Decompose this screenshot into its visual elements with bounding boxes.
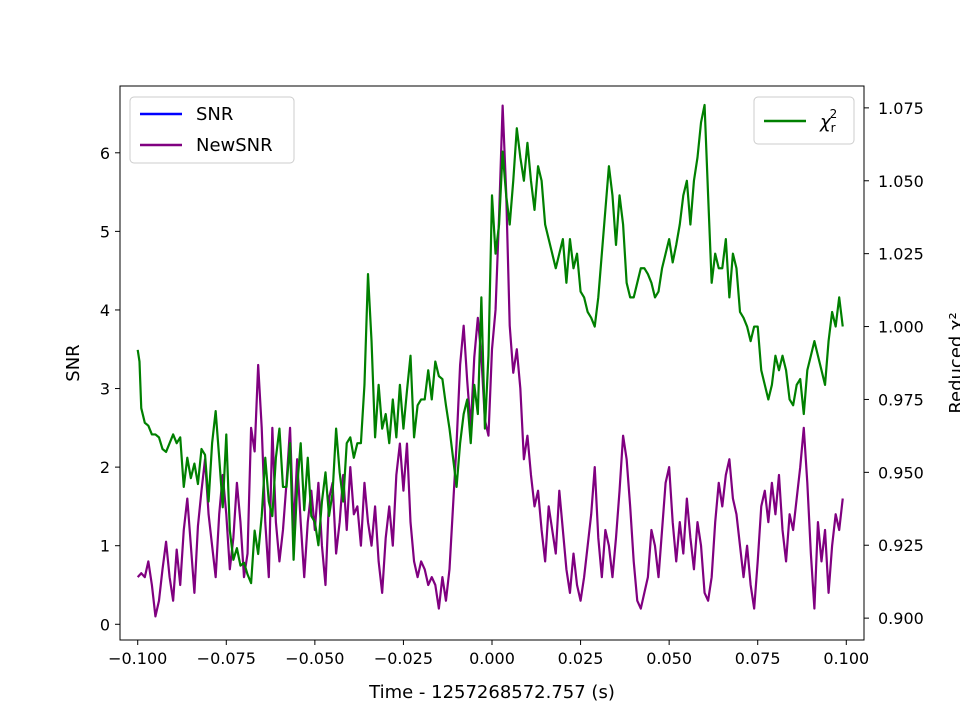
y-right-tick-label: 1.000 (878, 318, 924, 337)
legend-chi2-sup: 2 (830, 107, 838, 121)
legend-chi2-sub: r (831, 121, 836, 135)
series-line-newsnr (136, 104, 844, 618)
legend-newsnr-label: NewSNR (196, 135, 273, 156)
y-left-axis-label: SNR (63, 344, 84, 381)
y-left-tick-label: 6 (100, 144, 110, 163)
y-right-tick-label: 0.900 (878, 609, 924, 628)
x-tick-label: 0.100 (823, 649, 869, 668)
y-right-axis-label: Reduced χ² (946, 312, 960, 413)
y-right-axis-ticks: 0.900 0.925 0.950 0.975 1.000 1.025 1.050 1.075 (864, 99, 924, 628)
y-right-tick-label: 1.025 (878, 245, 924, 264)
series-layer (136, 103, 844, 618)
legend-snr-label: SNR (196, 104, 233, 125)
x-tick-label: −0.075 (197, 649, 256, 668)
y-right-tick-label: 0.950 (878, 463, 924, 482)
y-left-axis-ticks: 0 1 2 3 4 5 6 (100, 144, 120, 634)
y-right-tick-label: 1.050 (878, 172, 924, 191)
x-tick-label: 0.075 (735, 649, 781, 668)
y-left-tick-label: 1 (100, 537, 110, 556)
x-axis-label: Time - 1257268572.757 (s) (368, 682, 615, 703)
y-left-tick-label: 2 (100, 458, 110, 477)
legend-left: SNR NewSNR (129, 96, 295, 164)
y-right-tick-label: 0.975 (878, 390, 924, 409)
y-right-tick-label: 1.075 (878, 99, 924, 118)
y-left-tick-label: 0 (100, 615, 110, 634)
x-tick-label: 0.025 (558, 649, 604, 668)
y-left-tick-label: 4 (100, 301, 110, 320)
x-tick-label: 0.000 (469, 649, 515, 668)
x-tick-label: −0.050 (285, 649, 344, 668)
x-tick-label: −0.100 (108, 649, 167, 668)
y-left-tick-label: 3 (100, 380, 110, 399)
x-tick-label: −0.025 (374, 649, 433, 668)
y-left-tick-label: 5 (100, 222, 110, 241)
y-right-tick-label: 0.925 (878, 536, 924, 555)
legend-right: χr2 (753, 96, 855, 145)
x-axis-ticks: −0.100 −0.075 −0.050 −0.025 0.000 0.025 0.050 0… (108, 640, 869, 668)
series-line-chi2 (136, 103, 844, 585)
legend-chi2-label: χr2 (819, 107, 837, 135)
x-tick-label: 0.050 (646, 649, 692, 668)
